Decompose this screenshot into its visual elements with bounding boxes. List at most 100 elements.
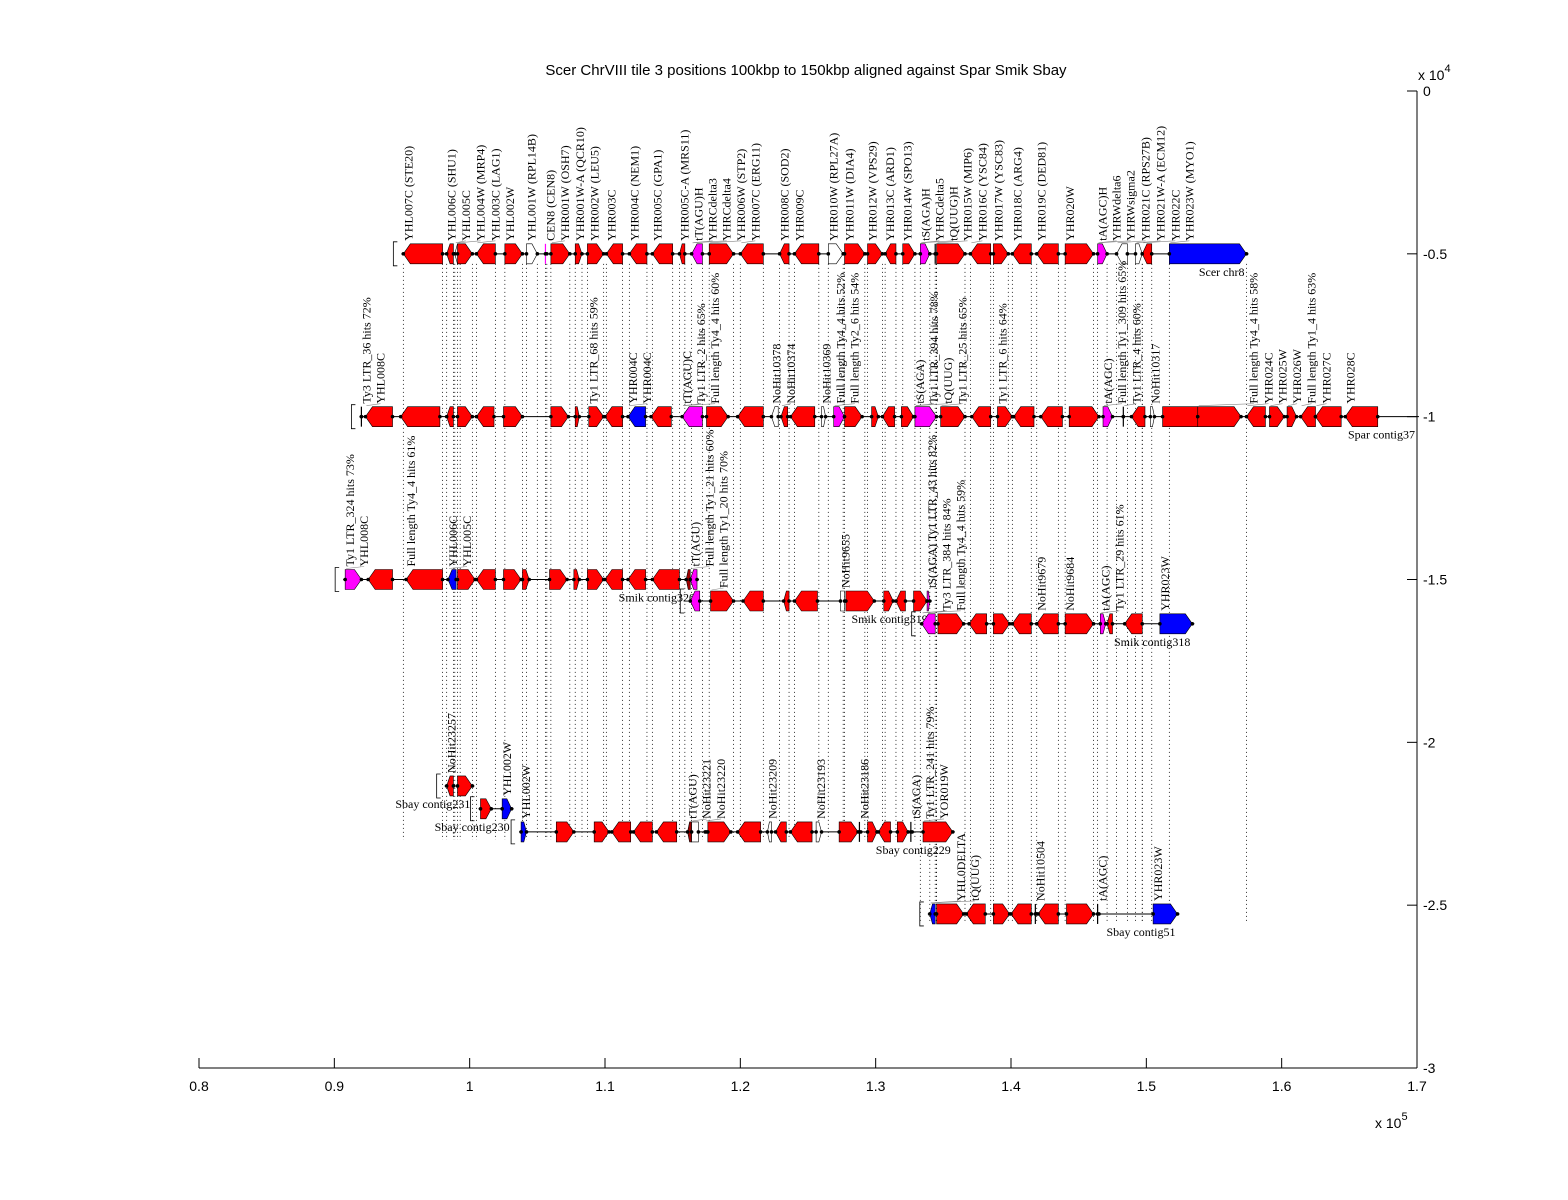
gene-arrow-reverse — [650, 406, 672, 427]
gene-arrow-reverse — [652, 243, 673, 265]
gene-boundary-dot — [520, 577, 525, 582]
gene-label: tQ(UUG) — [941, 358, 955, 404]
gene-label: YHRWdelta6 — [1110, 176, 1124, 241]
gene-arrow-forward — [844, 243, 866, 265]
gene-boundary-dot — [918, 252, 923, 256]
gene-boundary-dot — [1010, 252, 1015, 256]
gene-boundary-dot — [906, 830, 910, 834]
gene-boundary-dot — [738, 252, 743, 256]
gene-boundary-dot — [603, 414, 607, 419]
gene-boundary-dot — [928, 912, 932, 916]
gene-arrow-reverse — [790, 821, 813, 843]
gene-boundary-dot — [535, 252, 540, 256]
gene-boundary-dot — [1110, 621, 1115, 626]
gene-label: YHR028C — [1343, 352, 1357, 403]
gene-boundary-dot — [880, 414, 885, 419]
gene-label: Full length Ty2_6 hits 54% — [848, 273, 862, 404]
gene-arrow-forward — [706, 406, 729, 427]
gene-boundary-dot — [911, 599, 916, 603]
gene-boundary-dot — [1029, 252, 1034, 256]
gene-label: NoHit10374 — [784, 344, 798, 404]
gene-label: YHR005C (GPA1) — [650, 150, 664, 241]
gene-arrow-forward — [815, 821, 822, 843]
contig-start-bracket — [470, 796, 475, 822]
gene-boundary-dot — [1151, 912, 1155, 916]
gene-arrow-reverse — [882, 406, 895, 427]
gene-boundary-dot — [455, 577, 460, 582]
gene-boundary-dot — [1244, 414, 1249, 419]
label-leader-line — [710, 240, 742, 244]
gene-label: Ty1 LTR_29 hits 61% — [1112, 504, 1126, 610]
gene-label: NoHit23257 — [445, 713, 459, 773]
gene-boundary-dot — [572, 577, 576, 582]
gene-boundary-dot — [1133, 252, 1138, 256]
gene-boundary-dot — [1195, 414, 1200, 419]
label-leader-line — [692, 818, 707, 822]
gene-boundary-dot — [899, 414, 904, 419]
gene-boundary-dot — [503, 252, 507, 256]
gene-boundary-dot — [470, 784, 475, 788]
gene-boundary-dot — [1036, 912, 1040, 916]
gene-label: Ty1 LTR_68 hits 59% — [587, 297, 601, 403]
contig-label: Sbay contig51 — [1106, 925, 1175, 939]
gene-boundary-dot — [359, 577, 364, 582]
gene-boundary-dot — [1129, 414, 1134, 419]
gene-boundary-dot — [1097, 414, 1101, 419]
contig-row: Scer chr8 — [392, 241, 1249, 279]
gene-arrow-forward — [1152, 903, 1178, 925]
gene-boundary-dot — [366, 577, 370, 582]
gene-arrow-forward — [593, 821, 610, 843]
gene-arrow-forward — [1150, 406, 1155, 427]
gene-boundary-dot — [787, 252, 791, 256]
contig-start-bracket — [911, 611, 916, 637]
gene-boundary-dot — [1140, 621, 1145, 626]
gene-arrow-reverse — [971, 406, 992, 427]
gene-arrow-reverse — [739, 243, 764, 265]
gene-label: YHL001W (RPL14B) — [525, 134, 539, 241]
gene-boundary-dot — [1064, 912, 1069, 916]
gene-boundary-dot — [626, 577, 630, 582]
x-tick-label: 1.7 — [1407, 1078, 1427, 1094]
gene-label: NoHit23186 — [857, 759, 871, 819]
gene-arrow-forward — [1286, 406, 1297, 427]
gene-arrow-forward — [574, 406, 580, 427]
gene-boundary-dot — [359, 414, 364, 419]
gene-boundary-dot — [573, 414, 578, 419]
gene-arrow-reverse — [627, 569, 646, 590]
gene-boundary-dot — [1158, 621, 1162, 626]
gene-boundary-dot — [792, 599, 797, 603]
gene-boundary-dot — [731, 599, 736, 603]
gene-arrow-forward — [922, 821, 954, 843]
gene-boundary-dot — [470, 414, 475, 419]
x-multiplier-base: x 10 — [1375, 1115, 1402, 1131]
gene-boundary-dot — [1056, 252, 1061, 256]
gene-boundary-dot — [620, 252, 625, 256]
gene-arrow-forward — [587, 243, 605, 265]
label-leader-line — [781, 403, 791, 406]
contig-label: Sbay contig230 — [435, 820, 510, 834]
gene-arrow-forward — [457, 569, 476, 590]
gene-boundary-dot — [963, 252, 967, 256]
gene-boundary-dot — [585, 577, 590, 582]
contig-start-bracket — [350, 404, 356, 430]
gene-boundary-dot — [785, 414, 790, 419]
contig-start-bracket — [436, 773, 441, 799]
gene-boundary-dot — [1034, 252, 1039, 256]
gene-arrow-forward — [574, 243, 583, 265]
label-leader-line — [1103, 403, 1123, 406]
gene-arrow-reverse — [400, 406, 441, 427]
label-leader-line — [924, 818, 945, 822]
gene-boundary-dot — [689, 252, 694, 256]
gene-boundary-dot — [572, 830, 576, 834]
gene-boundary-dot — [650, 577, 655, 582]
gene-boundary-dot — [961, 621, 966, 626]
gene-boundary-dot — [554, 830, 559, 834]
gene-label: YHR017W (YSC83) — [991, 140, 1005, 241]
gene-boundary-dot — [865, 830, 870, 834]
gene-boundary-dot — [670, 252, 675, 256]
gene-boundary-dot — [812, 414, 817, 419]
gene-arrow-forward — [997, 406, 1013, 427]
gene-arrow-forward — [937, 613, 964, 635]
gene-arrow-forward — [920, 243, 931, 265]
gene-boundary-dot — [1143, 414, 1147, 419]
